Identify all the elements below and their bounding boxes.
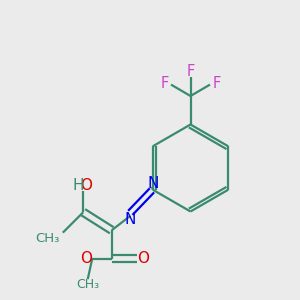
Text: O: O <box>80 178 92 193</box>
Text: N: N <box>147 176 158 191</box>
Text: F: F <box>212 76 221 91</box>
Text: O: O <box>137 250 149 266</box>
Text: F: F <box>160 76 169 91</box>
Text: CH₃: CH₃ <box>76 278 99 291</box>
Text: CH₃: CH₃ <box>35 232 59 244</box>
Text: N: N <box>124 212 135 227</box>
Text: H: H <box>72 178 84 193</box>
Text: F: F <box>186 64 195 79</box>
Text: O: O <box>80 251 92 266</box>
